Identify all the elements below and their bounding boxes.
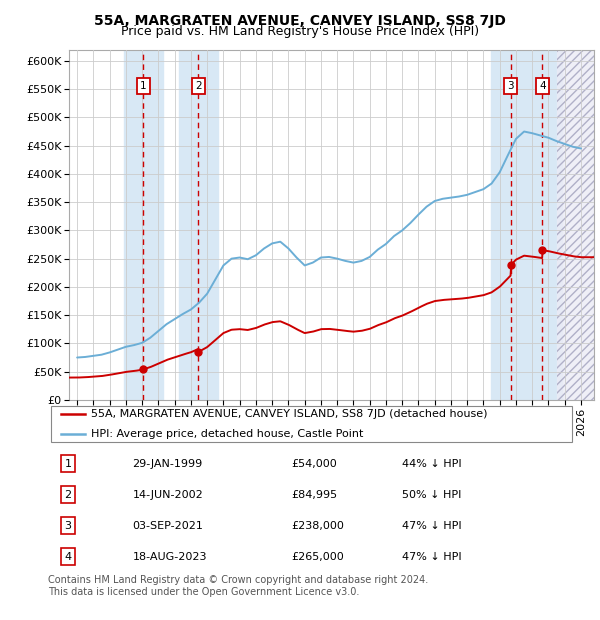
Bar: [491, 50, 530, 400]
Bar: [523, 50, 562, 400]
Text: 29-JAN-1999: 29-JAN-1999: [133, 459, 203, 469]
Text: £84,995: £84,995: [291, 490, 337, 500]
Text: 50% ↓ HPI: 50% ↓ HPI: [402, 490, 461, 500]
FancyBboxPatch shape: [50, 406, 572, 442]
Text: £54,000: £54,000: [291, 459, 337, 469]
Text: HPI: Average price, detached house, Castle Point: HPI: Average price, detached house, Cast…: [91, 428, 364, 439]
Text: 03-SEP-2021: 03-SEP-2021: [133, 521, 203, 531]
Text: 2: 2: [65, 490, 71, 500]
Bar: [124, 50, 163, 400]
Text: 2: 2: [195, 81, 202, 91]
Text: 47% ↓ HPI: 47% ↓ HPI: [402, 521, 461, 531]
Text: 3: 3: [508, 81, 514, 91]
Text: 18-AUG-2023: 18-AUG-2023: [133, 552, 207, 562]
Text: 1: 1: [65, 459, 71, 469]
Text: 3: 3: [65, 521, 71, 531]
Text: Price paid vs. HM Land Registry's House Price Index (HPI): Price paid vs. HM Land Registry's House …: [121, 25, 479, 38]
Text: 55A, MARGRATEN AVENUE, CANVEY ISLAND, SS8 7JD (detached house): 55A, MARGRATEN AVENUE, CANVEY ISLAND, SS…: [91, 409, 488, 420]
Bar: [557, 50, 600, 400]
Text: 55A, MARGRATEN AVENUE, CANVEY ISLAND, SS8 7JD: 55A, MARGRATEN AVENUE, CANVEY ISLAND, SS…: [94, 14, 506, 28]
Text: 44% ↓ HPI: 44% ↓ HPI: [402, 459, 461, 469]
Text: 14-JUN-2002: 14-JUN-2002: [133, 490, 203, 500]
Text: 4: 4: [539, 81, 546, 91]
Text: Contains HM Land Registry data © Crown copyright and database right 2024.
This d: Contains HM Land Registry data © Crown c…: [48, 575, 428, 597]
Text: 4: 4: [65, 552, 71, 562]
Text: 47% ↓ HPI: 47% ↓ HPI: [402, 552, 461, 562]
Text: £265,000: £265,000: [291, 552, 344, 562]
Text: £238,000: £238,000: [291, 521, 344, 531]
Text: 1: 1: [140, 81, 147, 91]
Bar: [557, 50, 600, 400]
Bar: [179, 50, 218, 400]
